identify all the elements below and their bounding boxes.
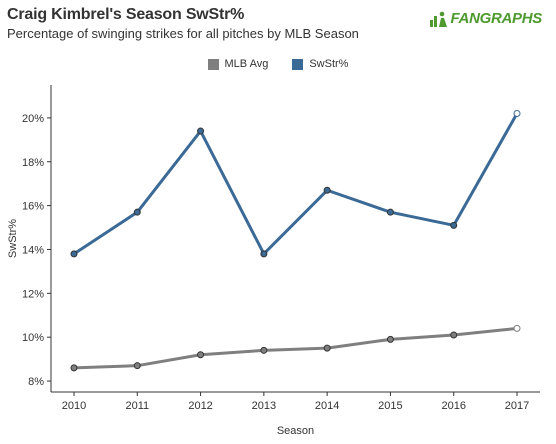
data-point-swstr bbox=[133, 208, 141, 216]
y-tick-label: 20% bbox=[22, 113, 44, 125]
data-point-swstr bbox=[197, 127, 205, 135]
data-point-swstr bbox=[70, 250, 78, 258]
chart-legend: MLB Avg SwStr% bbox=[0, 58, 556, 70]
series-line-mlb-avg bbox=[73, 326, 518, 370]
legend-swatch-mlb-avg bbox=[207, 58, 219, 70]
data-point-swstr bbox=[386, 208, 394, 216]
x-axis-title: Season bbox=[277, 425, 314, 437]
x-tick-label: 2013 bbox=[252, 400, 276, 412]
data-point-swstr bbox=[323, 186, 331, 194]
x-tick-label: 2016 bbox=[441, 400, 465, 412]
legend-item-mlb-avg[interactable]: MLB Avg bbox=[207, 58, 269, 70]
x-tick-label: 2012 bbox=[188, 400, 212, 412]
data-point-mlb-avg bbox=[323, 344, 331, 352]
fangraphs-logo-icon bbox=[429, 11, 448, 27]
x-tick-label: 2015 bbox=[378, 400, 402, 412]
y-tick-label: 16% bbox=[22, 201, 44, 213]
data-point-mlb-avg bbox=[70, 364, 78, 372]
y-tick-label: 12% bbox=[22, 288, 44, 300]
series-line-swstr bbox=[73, 112, 519, 256]
y-tick-label: 8% bbox=[28, 376, 44, 388]
data-point-mlb-avg bbox=[513, 324, 521, 332]
legend-item-swstr[interactable]: SwStr% bbox=[292, 58, 348, 70]
data-point-mlb-avg bbox=[260, 346, 268, 354]
chart-title: Craig Kimbrel's Season SwStr% bbox=[7, 6, 245, 23]
legend-label-mlb-avg: MLB Avg bbox=[224, 58, 269, 70]
x-tick-label: 2014 bbox=[315, 400, 339, 412]
legend-swatch-swstr bbox=[292, 58, 304, 70]
data-point-mlb-avg bbox=[133, 362, 141, 370]
x-tick-label: 2011 bbox=[125, 400, 149, 412]
data-point-mlb-avg bbox=[386, 335, 394, 343]
x-tick-label: 2010 bbox=[62, 400, 86, 412]
y-tick-label: 14% bbox=[22, 244, 44, 256]
chart-subtitle: Percentage of swinging strikes for all p… bbox=[7, 26, 359, 41]
x-tick-label: 2017 bbox=[505, 400, 529, 412]
y-axis-title: SwStr% bbox=[7, 219, 19, 258]
data-point-swstr bbox=[513, 110, 521, 118]
data-point-swstr bbox=[260, 250, 268, 258]
data-point-mlb-avg bbox=[450, 331, 458, 339]
fangraphs-logo: FANGRAPHS bbox=[429, 10, 543, 27]
y-tick-label: 10% bbox=[22, 332, 44, 344]
legend-label-swstr: SwStr% bbox=[309, 58, 349, 70]
data-point-mlb-avg bbox=[197, 351, 205, 359]
data-point-swstr bbox=[450, 221, 458, 229]
y-tick-label: 18% bbox=[22, 157, 44, 169]
fangraphs-logo-text: FANGRAPHS bbox=[450, 10, 543, 27]
